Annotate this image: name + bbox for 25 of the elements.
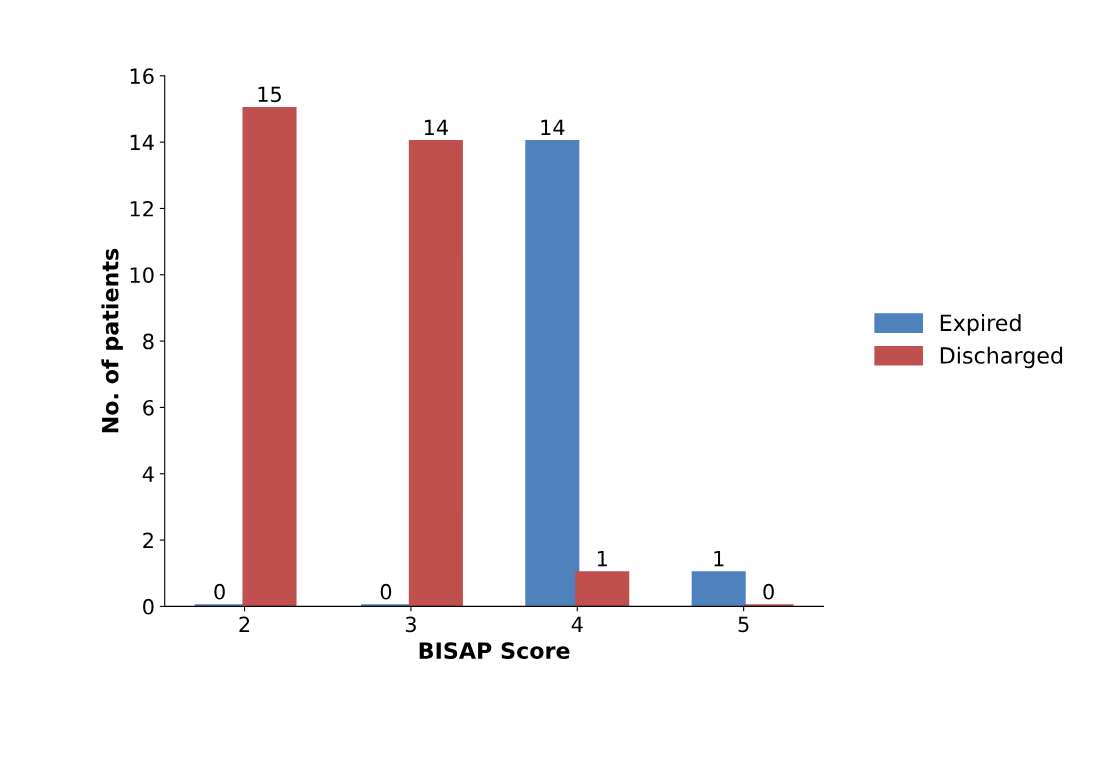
x-tick-label: 3	[405, 616, 416, 633]
y-tick-label: 0	[143, 598, 154, 615]
data-label: 1	[714, 550, 724, 567]
legend-label: Expired	[940, 314, 1021, 336]
data-label: 15	[258, 86, 281, 103]
y-tick-label: 8	[143, 333, 154, 350]
legend-label: Discharged	[940, 346, 1063, 369]
data-label: 1	[597, 550, 607, 567]
y-tick-label: 4	[142, 466, 154, 482]
x-tick-label: 2	[239, 616, 250, 632]
y-tick-label: 16	[130, 68, 154, 85]
x-tick-label: 4	[571, 616, 583, 632]
y-tick-label: 14	[130, 134, 154, 151]
y-axis-title: No. of patients	[101, 248, 123, 433]
x-tick-label: 5	[738, 616, 749, 633]
y-tick-label: 12	[130, 200, 153, 217]
data-label: 0	[380, 583, 392, 600]
y-tick-label: 2	[143, 532, 153, 548]
x-axis-title: BISAP Score	[419, 642, 570, 660]
data-label: 0	[763, 583, 774, 600]
y-tick-label: 6	[143, 399, 154, 416]
data-label: 14	[424, 119, 448, 136]
data-label: 14	[541, 119, 565, 136]
data-label: 0	[214, 583, 225, 600]
y-tick-label: 10	[130, 267, 154, 283]
